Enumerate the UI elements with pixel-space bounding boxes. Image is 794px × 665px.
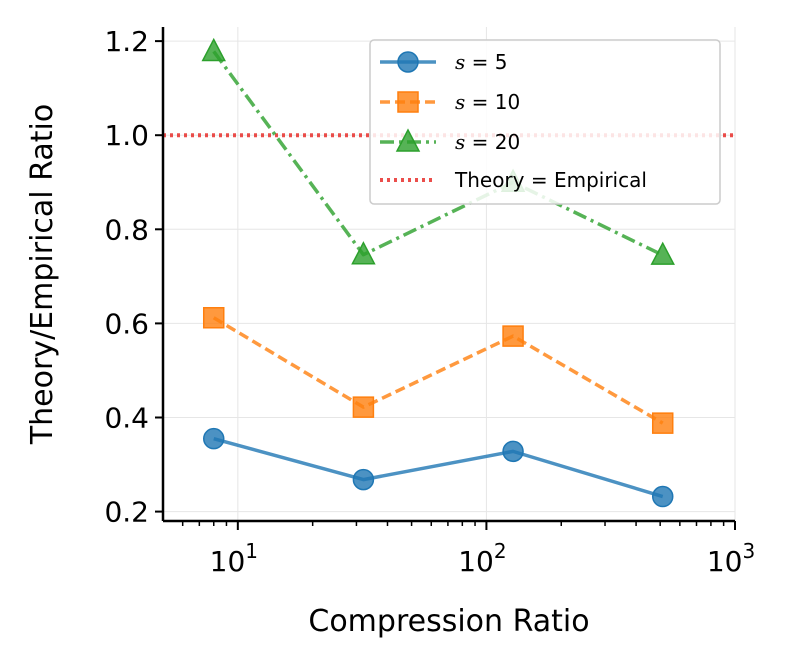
series-10 [202,307,674,434]
data-point [202,307,225,329]
y-tick-label: 0.8 [104,213,149,246]
data-point [352,468,375,491]
data-point [502,440,524,463]
legend-marker-20 [395,128,421,152]
x-tick-label: 101 [210,539,258,578]
series-5 [202,427,674,508]
x-tick-label: 103 [707,539,755,578]
series-line [213,436,664,499]
data-point [650,241,675,265]
series-line [212,50,664,257]
legend-eq: = [465,130,494,154]
x-tick-base: 10 [210,545,246,578]
legend-val: 10 [495,90,520,114]
y-tick-label: 0.2 [104,496,149,529]
legend-val: 20 [495,130,520,154]
y-axis-label: Theory/Empirical Ratio [25,104,60,445]
y-tick-label: 0.4 [104,401,149,434]
legend-eq: = [465,90,494,114]
legend-marker-5 [397,51,419,73]
legend-label-20: s = 20 [455,130,520,154]
x-tick-base: 10 [707,545,743,578]
legend-label-reference: Theory = Empirical [454,168,647,192]
data-point [651,485,674,508]
data-point [502,325,524,347]
legend-eq: = [465,50,494,74]
data-point [351,241,376,265]
legend-label-10: s = 10 [455,90,520,114]
y-tick-label: 1.0 [104,119,149,152]
legend-box [369,39,721,205]
y-tick-label: 1.2 [104,25,149,58]
x-tick-base: 10 [458,545,494,578]
y-tick-label: 0.6 [104,307,149,340]
legend-marker-10 [397,91,419,113]
legend-var: s [455,90,465,114]
legend-var: s [455,130,465,154]
data-point [202,427,225,450]
x-tick-label: 102 [458,539,506,578]
legend-val: 5 [495,50,508,74]
data-point [651,412,674,434]
x-tick-exponent: 2 [494,539,507,563]
legend-var: s [455,50,465,74]
legend-label-5: s = 5 [455,50,507,74]
x-axis-label: Compression Ratio [308,604,589,639]
x-tick-exponent: 1 [245,539,258,563]
data-point [201,37,226,62]
series-line [212,316,664,425]
data-point [352,396,375,418]
x-tick-exponent: 3 [742,539,755,563]
series-group [201,37,675,508]
